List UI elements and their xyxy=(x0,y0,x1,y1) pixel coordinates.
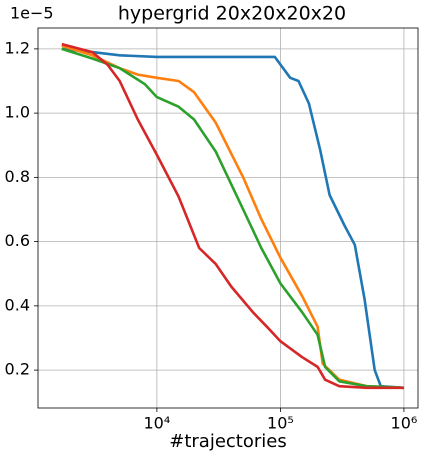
x-tick-label: 10⁶ xyxy=(391,414,418,433)
y-tick-label: 1.0 xyxy=(5,103,30,122)
chart-title: hypergrid 20x20x20x20 xyxy=(118,3,346,25)
plot-frame xyxy=(37,27,419,409)
y-tick-label: 0.2 xyxy=(5,360,30,379)
y-tick-label: 0.4 xyxy=(5,295,30,314)
x-tick-label: 10⁵ xyxy=(267,414,294,433)
y-offset-label: 1e−5 xyxy=(10,4,54,23)
line xyxy=(61,44,404,390)
y-tick-label: 0.6 xyxy=(5,231,30,250)
y-tick-label: 1.2 xyxy=(5,38,30,57)
line xyxy=(61,47,404,390)
line xyxy=(61,42,404,390)
line xyxy=(61,47,404,390)
x-axis-label: #trajectories xyxy=(169,431,286,452)
x-tick-label: 10⁴ xyxy=(144,414,171,433)
y-tick-label: 0.8 xyxy=(5,167,30,186)
